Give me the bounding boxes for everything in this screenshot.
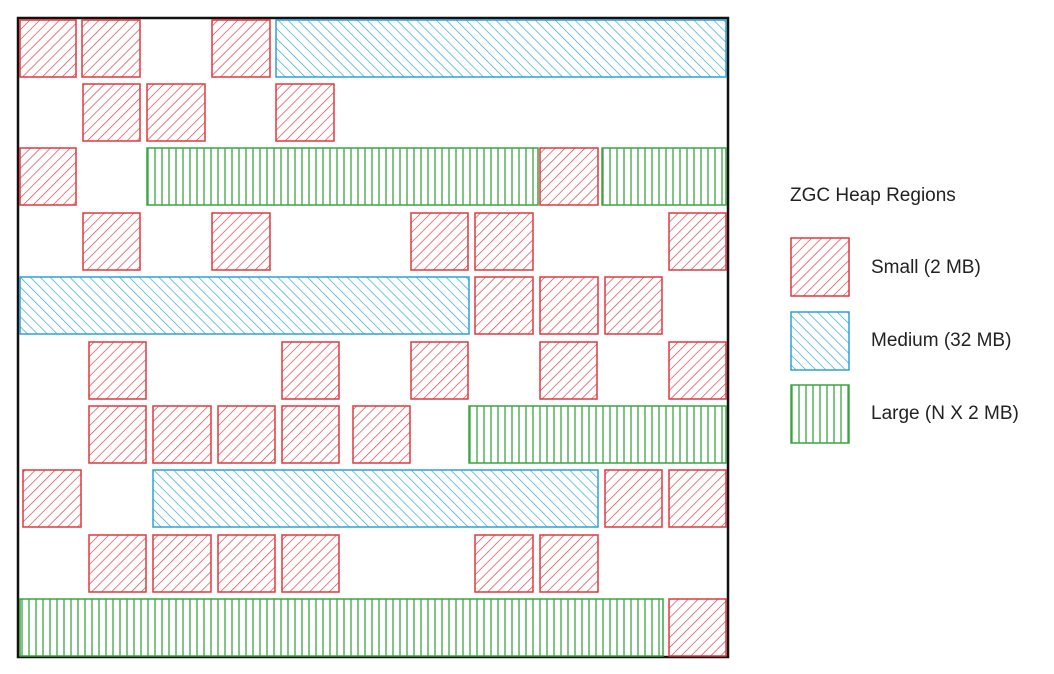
small-region — [19, 19, 77, 78]
legend-label: Small (2 MB) — [871, 257, 981, 278]
legend-swatch-medium — [790, 311, 850, 371]
legend-label: Large (N X 2 MB) — [871, 403, 1019, 424]
small-region — [82, 83, 141, 142]
small-region — [352, 405, 411, 464]
small-region — [81, 19, 141, 78]
medium-region — [152, 469, 599, 528]
small-region — [474, 212, 534, 271]
small-region — [410, 341, 469, 400]
heap-border — [16, 16, 730, 659]
legend-title: ZGC Heap Regions — [790, 185, 956, 206]
small-region — [539, 276, 599, 335]
small-region — [211, 212, 271, 271]
small-region — [19, 147, 77, 206]
small-region — [152, 405, 212, 464]
small-region — [668, 341, 727, 400]
small-region — [281, 341, 340, 400]
small-region — [82, 212, 141, 271]
small-region — [410, 212, 469, 271]
small-region — [88, 405, 147, 464]
small-region — [152, 534, 212, 593]
small-region — [146, 83, 206, 142]
small-region — [604, 276, 663, 335]
large-region — [601, 147, 727, 206]
small-region — [281, 405, 340, 464]
large-region — [146, 147, 539, 206]
large-region — [19, 598, 664, 657]
small-region — [275, 83, 335, 142]
small-region — [539, 341, 598, 400]
small-region — [88, 341, 147, 400]
small-region — [668, 212, 727, 271]
small-region — [88, 534, 147, 593]
small-region — [539, 147, 599, 206]
small-region — [22, 469, 82, 528]
legend-label: Medium (32 MB) — [871, 330, 1011, 351]
small-region — [668, 469, 727, 528]
small-region — [217, 405, 276, 464]
regions — [19, 19, 727, 657]
small-region — [604, 469, 663, 528]
small-region — [668, 598, 727, 657]
legend-swatch-small — [790, 237, 850, 297]
medium-region — [275, 19, 727, 78]
medium-region — [19, 276, 470, 335]
small-region — [281, 534, 340, 593]
small-region — [539, 534, 599, 593]
small-region — [211, 19, 271, 78]
large-region — [468, 405, 727, 464]
small-region — [474, 534, 534, 593]
small-region — [474, 276, 534, 335]
small-region — [217, 534, 276, 593]
legend: ZGC Heap Regions Small (2 MB) Medium (32… — [790, 185, 1019, 444]
legend-swatch-large — [790, 384, 850, 444]
